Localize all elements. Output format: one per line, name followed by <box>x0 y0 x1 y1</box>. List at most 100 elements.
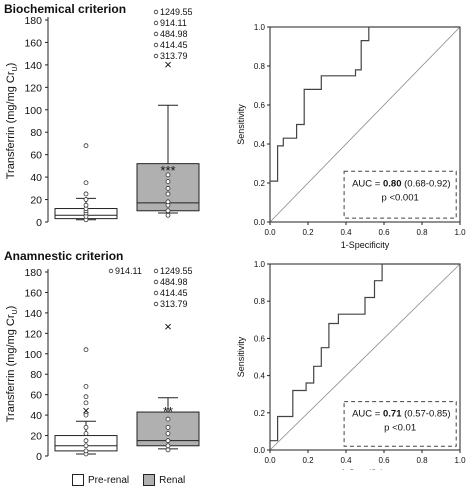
y-tick-label: 0.8 <box>254 297 266 306</box>
y-tick-label: 0.2 <box>254 409 266 418</box>
outlier-label: 1249.55 <box>160 7 193 17</box>
data-point <box>165 438 171 444</box>
p-value-text: p <0.01 <box>384 423 416 434</box>
outlier-point <box>153 268 159 274</box>
x-tick-label: 0.2 <box>302 228 314 237</box>
y-tick-label: 60 <box>30 390 42 402</box>
legend: Pre-renal Renal <box>72 474 185 486</box>
outlier-point <box>153 53 159 59</box>
y-axis-label: Sensitivity <box>236 336 246 377</box>
data-point <box>83 394 89 400</box>
outlier-point <box>153 301 159 307</box>
auc-annotation-box <box>343 170 457 219</box>
section-title-anamnestic: Anamnestic criterion <box>4 249 124 263</box>
y-axis-label-close: ) <box>5 63 17 67</box>
y-tick-label: 40 <box>30 172 42 184</box>
p-value-text: p <0.001 <box>382 192 419 203</box>
legend-item-pre-renal: Pre-renal <box>72 474 129 486</box>
x-tick-label: 0.2 <box>302 456 314 465</box>
figure: 0 20 40 60 80 100 120 140 160 180 Transferrin (mg/… <box>5 7 466 470</box>
data-point <box>165 179 171 185</box>
legend-item-renal: Renal <box>143 474 185 486</box>
y-tick-label: 100 <box>24 349 42 361</box>
y-tick-label: 140 <box>24 60 42 72</box>
y-axis-label-close: ) <box>5 306 17 310</box>
data-point <box>83 400 89 406</box>
data-point <box>165 208 171 214</box>
data-point <box>83 191 89 197</box>
outlier-label: 414.45 <box>160 288 188 298</box>
y-tick-label: 100 <box>24 105 42 117</box>
x-tick-label: 0.4 <box>340 228 352 237</box>
outlier-label: 414.45 <box>160 40 188 50</box>
y-tick-label: 160 <box>24 37 42 49</box>
y-tick-label: 120 <box>24 328 42 340</box>
x-tick-label: 0.8 <box>416 456 428 465</box>
reference-diagonal <box>269 263 461 451</box>
data-point <box>165 443 171 449</box>
x-tick-label: 0.0 <box>264 456 276 465</box>
outlier-label: 484.98 <box>160 29 188 39</box>
outlier-label: 1249.55 <box>160 266 193 276</box>
x-tick-label: 0.8 <box>416 228 428 237</box>
y-tick-label: 60 <box>30 150 42 162</box>
data-point <box>165 447 171 453</box>
roc-curve <box>269 263 460 450</box>
outlier-point <box>153 42 159 48</box>
y-tick-label: 20 <box>30 195 42 207</box>
data-point <box>83 347 89 353</box>
auc-text: AUC = 0.80 (0.68-0.92) <box>352 178 451 189</box>
outlier-point <box>153 9 159 15</box>
roc-curve <box>269 26 460 222</box>
y-tick-label: 0.4 <box>254 372 266 381</box>
data-point <box>83 424 89 430</box>
data-point <box>83 431 89 436</box>
y-axis-label: Transferrin (mg/mg CrU) <box>5 63 19 180</box>
roc-frame <box>269 26 461 223</box>
section-title-biochemical: Biochemical criterion <box>4 2 127 16</box>
y-tick-label: 20 <box>30 431 42 443</box>
y-tick-label: 0.0 <box>254 218 266 227</box>
outlier-point <box>153 20 159 26</box>
data-point <box>165 191 171 197</box>
data-point <box>83 143 89 149</box>
outlier-label: 313.79 <box>160 51 188 61</box>
auc-annotation-box <box>343 401 457 447</box>
outlier-point <box>153 290 159 296</box>
data-point <box>83 180 89 186</box>
significance-stars: ** <box>163 404 173 419</box>
mean-marker: × <box>164 319 172 334</box>
data-point <box>165 431 171 436</box>
y-tick-label: 180 <box>24 15 42 27</box>
mean-marker: × <box>82 403 90 418</box>
outlier-label: 914.11 <box>115 266 142 276</box>
outlier-label: 484.98 <box>160 277 188 287</box>
significance-stars: *** <box>160 163 175 178</box>
roc-frame <box>269 263 461 451</box>
x-tick-label: 0.0 <box>264 228 276 237</box>
legend-label-pre-renal: Pre-renal <box>88 474 130 486</box>
outlier-point <box>108 268 114 274</box>
y-tick-label: 140 <box>24 308 42 320</box>
x-tick-label: 0.4 <box>340 456 352 465</box>
data-point <box>83 384 89 389</box>
y-tick-label: 1.0 <box>254 23 266 32</box>
reference-diagonal <box>269 26 461 223</box>
x-tick-label: 0.6 <box>378 228 390 237</box>
y-tick-label: 0 <box>36 451 42 463</box>
data-point <box>165 185 171 191</box>
data-point <box>83 448 89 454</box>
data-point <box>83 412 89 418</box>
data-point <box>83 443 89 449</box>
x-axis-label: 1-Specificity <box>341 240 390 250</box>
x-tick-label: 1.0 <box>454 228 466 237</box>
y-tick-label: 0.2 <box>254 179 266 188</box>
data-point <box>83 438 89 444</box>
outlier-point <box>153 31 159 37</box>
legend-label-renal: Renal <box>159 474 186 486</box>
y-axis-label-subscript: U <box>12 66 19 71</box>
data-point <box>165 212 171 218</box>
auc-value: 0.80 <box>383 178 402 189</box>
outlier-label: 313.79 <box>160 299 188 309</box>
y-tick-label: 180 <box>24 267 42 279</box>
